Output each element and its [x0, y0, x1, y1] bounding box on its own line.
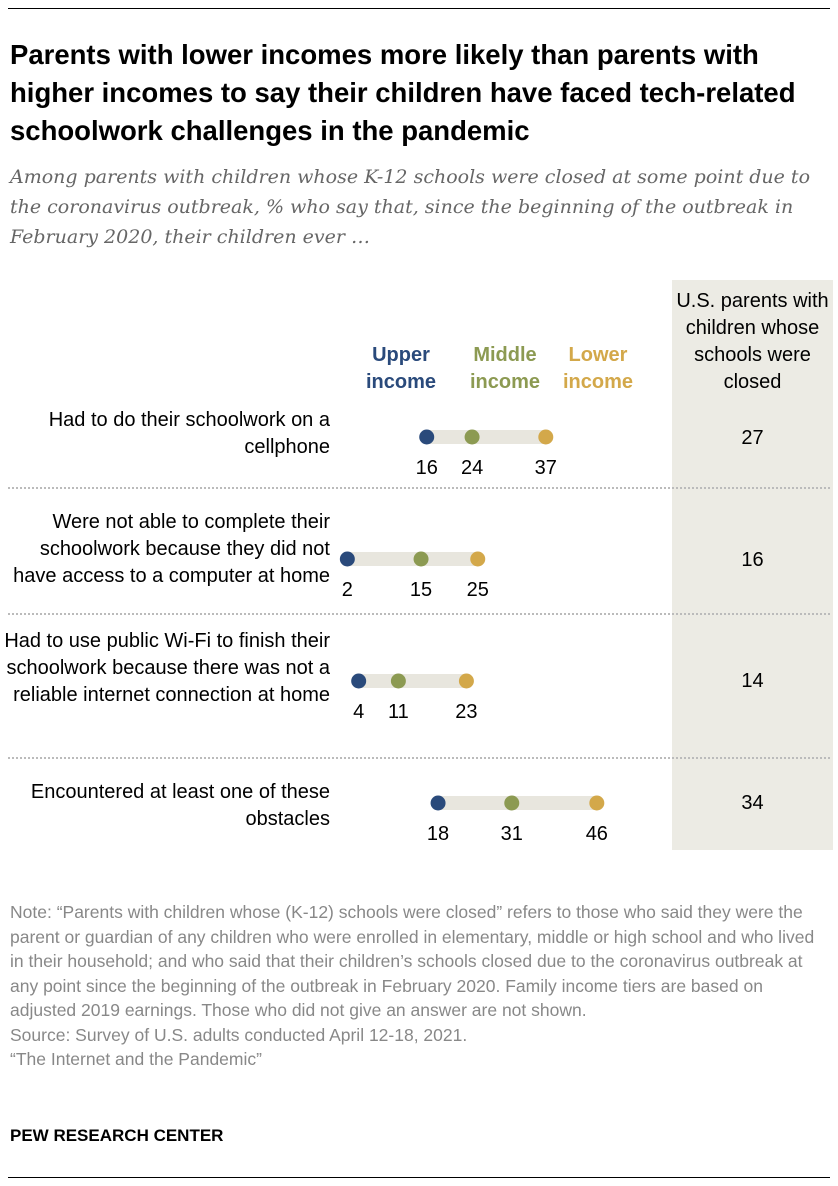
data-label: 2	[342, 579, 353, 601]
total-value: 27	[741, 427, 764, 449]
row-label-any: Encountered at least one of these obstac…	[30, 781, 330, 830]
dot-upper	[430, 795, 446, 811]
dot-lower	[458, 673, 474, 689]
top-rule	[8, 8, 830, 9]
brand-logo-text: PEW RESEARCH CENTER	[10, 1126, 224, 1145]
dot-middle	[390, 673, 406, 689]
total-column-bg	[672, 280, 833, 850]
dot-upper	[339, 551, 355, 567]
data-label: 23	[455, 701, 477, 723]
dot-lower	[538, 429, 554, 445]
row-separator	[8, 757, 830, 759]
data-label: 11	[388, 701, 409, 723]
dot-upper	[419, 429, 435, 445]
total-column-header: U.S. parents with children whose schools…	[676, 290, 829, 393]
dot-upper	[351, 673, 367, 689]
dot-lower	[470, 551, 486, 567]
chart-subtitle: Among parents with children whose K-12 s…	[10, 166, 811, 248]
row-label-wifi: Had to use public Wi-Fi to finish their …	[4, 630, 330, 706]
report-title: “The Internet and the Pandemic”	[10, 1049, 262, 1069]
legend-lower-income: Lower income	[562, 344, 634, 393]
data-label: 15	[410, 579, 432, 601]
data-label: 16	[416, 457, 438, 479]
dot-lower	[589, 795, 605, 811]
data-label: 24	[461, 457, 483, 479]
dot-middle	[464, 429, 480, 445]
source-text: Source: Survey of U.S. adults conducted …	[10, 1024, 468, 1045]
legend-upper-income: Upper income	[365, 344, 437, 393]
note-text: Note: “Parents with children whose (K-12…	[10, 902, 815, 1020]
data-label: 37	[535, 457, 557, 479]
row-separator	[8, 487, 830, 489]
total-value: 34	[741, 792, 764, 814]
data-label: 46	[586, 823, 608, 845]
chart-title: Parents with lower incomes more likely t…	[10, 39, 796, 146]
total-value: 14	[741, 670, 764, 692]
row-separator	[8, 613, 830, 615]
data-label: 31	[501, 823, 523, 845]
dot-middle	[504, 795, 520, 811]
row-label-cellphone: Had to do their schoolwork on a cellphon…	[48, 409, 330, 458]
total-value: 16	[741, 549, 764, 571]
dot-middle	[413, 551, 429, 567]
data-label: 4	[353, 701, 364, 723]
footnote: Note: “Parents with children whose (K-12…	[10, 900, 830, 1072]
legend-middle-income: Middle income	[469, 344, 541, 393]
row-label-computer: Were not able to complete their schoolwo…	[13, 511, 330, 587]
data-label: 18	[427, 823, 449, 845]
bottom-rule	[8, 1177, 830, 1178]
data-label: 25	[467, 579, 489, 601]
